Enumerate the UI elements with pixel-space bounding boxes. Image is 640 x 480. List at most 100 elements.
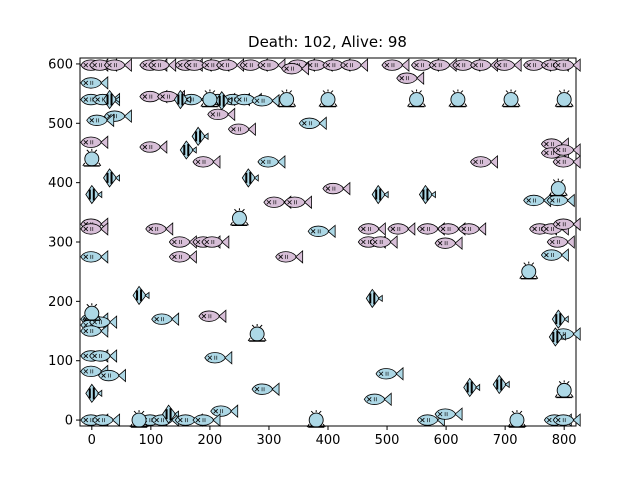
plot-frame bbox=[79, 57, 577, 427]
spiky-sprite bbox=[247, 324, 267, 342]
angelfish-sprite bbox=[162, 404, 179, 424]
angelfish-sprite bbox=[215, 91, 233, 111]
angelfish-sprite bbox=[551, 309, 569, 329]
fish-sprite bbox=[198, 309, 227, 324]
x-tick-label: 800 bbox=[552, 433, 577, 448]
x-tick-label: 500 bbox=[375, 433, 400, 448]
fish-sprite bbox=[210, 404, 239, 419]
fish-sprite bbox=[204, 350, 233, 365]
spiky-sprite bbox=[318, 89, 338, 108]
angelfish-sprite bbox=[492, 374, 510, 395]
spiky-sprite bbox=[82, 303, 102, 321]
fish-sprite bbox=[227, 122, 256, 137]
y-tick-label: 500 bbox=[48, 117, 73, 132]
fish-sprite bbox=[307, 224, 336, 239]
angelfish-sprite bbox=[173, 89, 191, 110]
fish-sprite bbox=[470, 58, 498, 72]
spiky-sprite bbox=[129, 410, 149, 428]
angelfish-sprite bbox=[132, 285, 150, 306]
spiky-sprite bbox=[230, 208, 249, 226]
angelfish-sprite bbox=[179, 140, 197, 160]
fish-sprite bbox=[207, 107, 236, 122]
fish-sprite bbox=[434, 236, 463, 251]
spiky-sprite bbox=[507, 410, 527, 428]
plot-border bbox=[79, 57, 577, 427]
fish-sprite bbox=[80, 76, 109, 90]
fish-sprite bbox=[375, 366, 404, 381]
fish-sprite bbox=[151, 312, 180, 327]
fish-sprite bbox=[322, 181, 351, 196]
fish-sprite bbox=[98, 368, 126, 383]
fish-sprite bbox=[89, 349, 118, 363]
x-tick-label: 300 bbox=[257, 433, 282, 448]
fish-sprite bbox=[493, 58, 522, 72]
spiky-sprite bbox=[501, 89, 521, 108]
y-tick-label: 600 bbox=[48, 57, 73, 72]
fish-sprite bbox=[434, 407, 463, 421]
spiky-sprite bbox=[448, 89, 468, 108]
fish-sprite bbox=[145, 222, 174, 236]
fish-sprite bbox=[396, 71, 425, 86]
sprite-layer bbox=[80, 58, 581, 428]
fish-sprite bbox=[168, 249, 197, 264]
spiky-sprite bbox=[548, 178, 568, 197]
spiky-sprite bbox=[554, 380, 574, 399]
fish-sprite bbox=[168, 235, 197, 249]
x-tick-label: 100 bbox=[138, 433, 163, 448]
angelfish-sprite bbox=[371, 184, 389, 205]
fish-sprite bbox=[552, 58, 581, 72]
fish-sprite bbox=[298, 116, 327, 131]
fish-sprite bbox=[92, 413, 121, 427]
fish-sprite bbox=[428, 58, 457, 72]
spiky-sprite bbox=[554, 89, 574, 108]
angelfish-sprite bbox=[103, 168, 120, 188]
fish-sprite bbox=[523, 193, 552, 208]
fish-sprite bbox=[369, 235, 398, 249]
fish-sprite bbox=[257, 58, 286, 72]
fish-sprite bbox=[363, 392, 392, 407]
x-tick-label: 0 bbox=[88, 433, 96, 448]
fish-sprite bbox=[552, 155, 581, 169]
angelfish-sprite bbox=[85, 383, 103, 404]
fish-sprite bbox=[86, 113, 115, 128]
y-tick-label: 300 bbox=[48, 236, 73, 251]
fish-sprite bbox=[546, 193, 575, 208]
x-tick-label: 200 bbox=[197, 433, 222, 448]
fish-sprite bbox=[552, 143, 581, 157]
fish-sprite bbox=[357, 222, 386, 236]
fish-sprite bbox=[381, 58, 410, 72]
angelfish-sprite bbox=[463, 377, 481, 398]
axis-ticks: 0 100 200 300 400 500 600 700 800 0 100 200 300 400 50… bbox=[48, 57, 576, 448]
fish-sprite bbox=[80, 324, 109, 338]
angelfish-sprite bbox=[365, 288, 383, 309]
fish-sprite bbox=[251, 93, 280, 108]
fish-sprite bbox=[458, 222, 487, 236]
fish-sprite bbox=[416, 413, 445, 427]
fish-sprite bbox=[148, 58, 177, 72]
fish-sprite bbox=[103, 58, 132, 72]
fish-sprite bbox=[257, 155, 286, 169]
fish-sprite bbox=[139, 140, 168, 154]
y-tick-label: 200 bbox=[48, 295, 73, 310]
fish-sprite bbox=[552, 413, 581, 427]
spiky-sprite bbox=[200, 89, 220, 108]
fish-sprite bbox=[80, 249, 109, 264]
fish-sprite bbox=[470, 155, 498, 169]
fish-sprite bbox=[284, 195, 312, 210]
fish-sprite bbox=[281, 61, 309, 76]
y-tick-label: 400 bbox=[48, 176, 73, 191]
fish-sprite bbox=[216, 58, 245, 72]
angelfish-sprite bbox=[241, 168, 259, 188]
fish-sprite bbox=[251, 382, 280, 397]
fish-sprite bbox=[340, 58, 369, 72]
spiky-sprite bbox=[407, 89, 426, 108]
spiky-sprite bbox=[519, 261, 539, 280]
fish-sprite bbox=[192, 155, 221, 169]
game-title: Death: 102, Alive: 98 bbox=[248, 33, 407, 51]
angelfish-sprite bbox=[548, 327, 566, 347]
spiky-sprite bbox=[277, 89, 297, 108]
x-tick-label: 400 bbox=[316, 433, 341, 448]
x-tick-label: 700 bbox=[493, 433, 518, 448]
x-tick-label: 600 bbox=[434, 433, 459, 448]
angelfish-sprite bbox=[85, 184, 103, 205]
